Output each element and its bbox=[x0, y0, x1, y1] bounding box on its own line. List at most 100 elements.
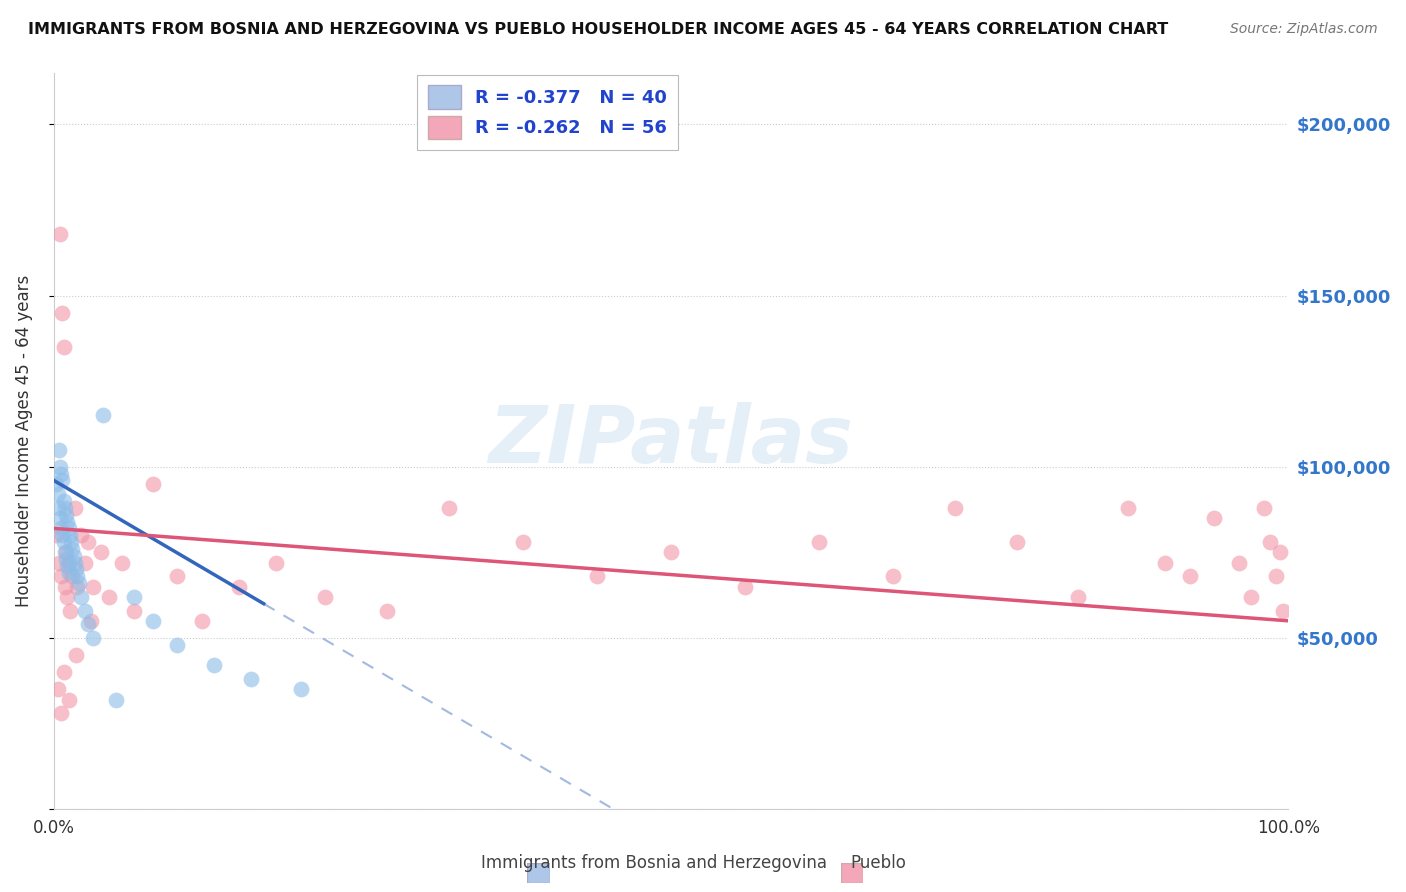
Point bbox=[586, 569, 609, 583]
Point bbox=[104, 692, 127, 706]
Text: Immigrants from Bosnia and Herzegovina: Immigrants from Bosnia and Herzegovina bbox=[481, 855, 827, 872]
Point bbox=[166, 638, 188, 652]
Point bbox=[202, 658, 225, 673]
Point bbox=[65, 648, 87, 662]
Point bbox=[55, 552, 77, 566]
Point bbox=[60, 535, 83, 549]
Point bbox=[240, 672, 263, 686]
Text: ZIPatlas: ZIPatlas bbox=[488, 402, 853, 480]
Point bbox=[58, 566, 80, 580]
Point bbox=[70, 590, 93, 604]
Point bbox=[67, 576, 90, 591]
Point bbox=[46, 682, 69, 697]
Point bbox=[52, 665, 75, 680]
Point bbox=[1240, 590, 1263, 604]
Point bbox=[51, 706, 73, 721]
Point bbox=[63, 500, 86, 515]
Point bbox=[191, 614, 214, 628]
Point bbox=[48, 442, 70, 457]
Point bbox=[1265, 569, 1288, 583]
Point bbox=[1268, 545, 1291, 559]
Point bbox=[49, 511, 72, 525]
Point bbox=[1204, 511, 1226, 525]
Point bbox=[60, 569, 83, 583]
Point bbox=[48, 556, 70, 570]
Point bbox=[59, 528, 82, 542]
Point bbox=[53, 500, 76, 515]
Point bbox=[65, 562, 87, 576]
Point bbox=[882, 569, 904, 583]
Point bbox=[290, 682, 312, 697]
Point bbox=[62, 549, 84, 563]
Point bbox=[659, 545, 682, 559]
Point bbox=[63, 556, 86, 570]
Point bbox=[375, 603, 398, 617]
Point bbox=[51, 569, 73, 583]
Point bbox=[77, 617, 100, 632]
Point bbox=[52, 535, 75, 549]
Point bbox=[55, 508, 77, 522]
Point bbox=[98, 590, 121, 604]
Text: IMMIGRANTS FROM BOSNIA AND HERZEGOVINA VS PUEBLO HOUSEHOLDER INCOME AGES 45 - 64: IMMIGRANTS FROM BOSNIA AND HERZEGOVINA V… bbox=[28, 22, 1168, 37]
Point bbox=[70, 528, 93, 542]
Point bbox=[56, 590, 79, 604]
Point bbox=[80, 614, 103, 628]
Point bbox=[66, 569, 89, 583]
Point bbox=[808, 535, 831, 549]
Point bbox=[91, 409, 114, 423]
Text: Pueblo: Pueblo bbox=[851, 855, 907, 872]
Point bbox=[51, 521, 73, 535]
Y-axis label: Householder Income Ages 45 - 64 years: Householder Income Ages 45 - 64 years bbox=[15, 275, 32, 607]
Point bbox=[56, 559, 79, 574]
Text: Source: ZipAtlas.com: Source: ZipAtlas.com bbox=[1230, 22, 1378, 37]
Point bbox=[58, 692, 80, 706]
Point bbox=[49, 227, 72, 241]
Point bbox=[228, 580, 250, 594]
Point bbox=[943, 500, 966, 515]
Point bbox=[437, 500, 460, 515]
Point bbox=[1253, 500, 1275, 515]
Point bbox=[59, 603, 82, 617]
Point bbox=[51, 306, 73, 320]
Point bbox=[1153, 556, 1175, 570]
Point bbox=[48, 500, 70, 515]
Point bbox=[82, 631, 104, 645]
Point bbox=[77, 535, 100, 549]
Point bbox=[60, 541, 83, 556]
Point bbox=[51, 467, 73, 481]
Point bbox=[122, 590, 145, 604]
Point bbox=[55, 545, 77, 559]
Point bbox=[734, 580, 756, 594]
Point bbox=[73, 556, 96, 570]
Point bbox=[58, 556, 80, 570]
Point bbox=[111, 556, 134, 570]
Legend: R = -0.377   N = 40, R = -0.262   N = 56: R = -0.377 N = 40, R = -0.262 N = 56 bbox=[418, 75, 678, 150]
Point bbox=[1116, 500, 1139, 515]
Point bbox=[142, 476, 165, 491]
Point bbox=[45, 528, 67, 542]
Point bbox=[66, 580, 89, 594]
Point bbox=[51, 528, 73, 542]
Point bbox=[51, 474, 73, 488]
Point bbox=[52, 340, 75, 354]
Point bbox=[1227, 556, 1250, 570]
Point bbox=[122, 603, 145, 617]
Point bbox=[142, 614, 165, 628]
Point bbox=[56, 515, 79, 529]
Point bbox=[1067, 590, 1090, 604]
Point bbox=[46, 487, 69, 501]
Point bbox=[1258, 535, 1281, 549]
Point bbox=[53, 545, 76, 559]
Point bbox=[49, 459, 72, 474]
Point bbox=[53, 580, 76, 594]
Point bbox=[264, 556, 287, 570]
Point bbox=[1178, 569, 1201, 583]
Point bbox=[1272, 603, 1295, 617]
Point bbox=[82, 580, 104, 594]
Point bbox=[45, 476, 67, 491]
Point bbox=[58, 521, 80, 535]
Point bbox=[52, 494, 75, 508]
Point bbox=[1005, 535, 1028, 549]
Point bbox=[90, 545, 112, 559]
Point bbox=[314, 590, 336, 604]
